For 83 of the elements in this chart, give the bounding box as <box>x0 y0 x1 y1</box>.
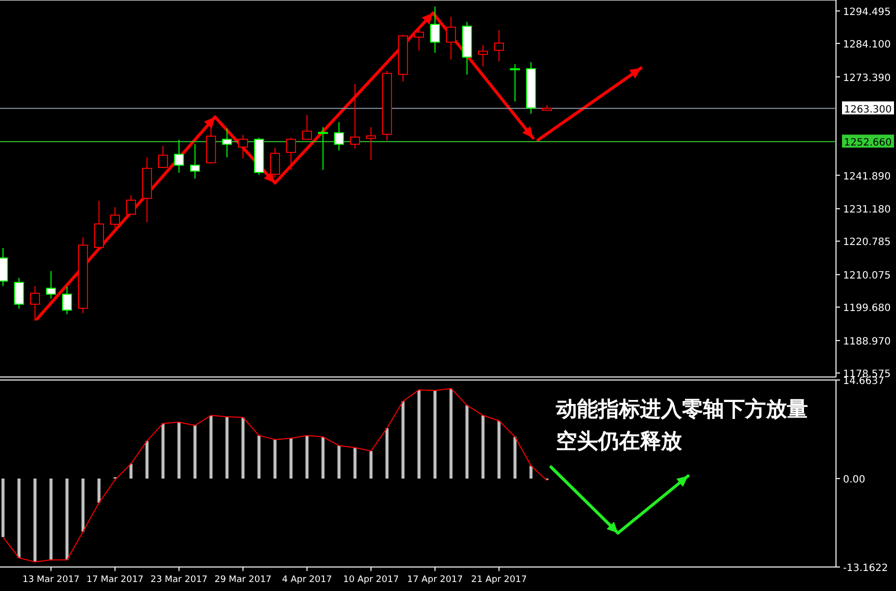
bar <box>434 390 436 479</box>
bar <box>50 478 52 560</box>
candlestick <box>30 286 40 322</box>
candlestick <box>366 126 376 160</box>
candlestick <box>190 143 200 180</box>
candlestick <box>110 206 120 228</box>
bar <box>130 464 132 479</box>
bar <box>290 438 292 479</box>
bar <box>386 428 388 479</box>
bar <box>98 478 100 503</box>
y-tick-label: 1284.100 <box>843 39 891 50</box>
bar <box>242 417 244 479</box>
bar <box>162 423 164 479</box>
bar <box>66 478 68 560</box>
candlestick <box>270 148 280 178</box>
bar <box>418 390 420 479</box>
annotation: 动能指标进入零轴下方放量 <box>555 397 808 421</box>
bar <box>274 440 276 479</box>
bar <box>354 448 356 479</box>
x-tick-label: 13 Mar 2017 <box>22 575 80 585</box>
candlestick <box>446 16 456 60</box>
y-tick-label: 14.6637 <box>843 376 884 387</box>
y-tick-label: -13.1622 <box>843 563 888 574</box>
candlestick <box>414 28 424 52</box>
ref-line-label: 1263.300 <box>844 104 892 116</box>
bar <box>402 401 404 479</box>
y-tick-label: 1199.680 <box>843 303 891 314</box>
bar <box>18 478 20 558</box>
bar <box>178 422 180 479</box>
line-series <box>2 388 548 562</box>
bar <box>306 436 308 479</box>
candlestick <box>478 44 488 68</box>
candlestick <box>430 6 440 54</box>
y-tick-label: 1294.495 <box>843 6 891 18</box>
bar <box>450 388 452 479</box>
y-tick-label: 0.00 <box>843 474 866 486</box>
candlestick <box>302 114 312 140</box>
bar <box>258 436 260 479</box>
bar <box>530 466 532 479</box>
bar <box>514 436 516 479</box>
bar <box>466 405 468 479</box>
candlestick <box>318 126 328 170</box>
annotation: 空头仍在释放 <box>556 429 683 453</box>
bar <box>194 425 196 479</box>
bar <box>146 440 148 479</box>
candlestick <box>46 270 56 300</box>
y-tick-label: 1241.890 <box>843 171 891 182</box>
candlestick <box>286 137 296 170</box>
candlestick <box>510 64 520 102</box>
bar <box>226 416 228 479</box>
x-tick-label: 17 Apr 2017 <box>407 575 463 585</box>
candlestick <box>94 200 104 248</box>
candlestick <box>334 122 344 152</box>
y-tick-label: 1220.785 <box>843 237 891 248</box>
bar <box>322 436 324 479</box>
candlestick <box>494 29 504 62</box>
candlestick <box>238 134 248 159</box>
y-tick-label: 1273.390 <box>843 72 891 84</box>
y-tick-label: 1210.075 <box>843 270 891 282</box>
bar <box>482 415 484 479</box>
x-tick-label: 21 Apr 2017 <box>471 575 527 585</box>
bar <box>370 450 372 479</box>
x-tick-label: 4 Apr 2017 <box>282 575 332 585</box>
candlestick <box>350 84 360 150</box>
ref-line-label: 1252.660 <box>844 138 892 149</box>
candlestick <box>174 139 184 174</box>
bar <box>338 446 340 479</box>
candlestick <box>222 128 232 158</box>
candlestick <box>126 194 136 215</box>
bar <box>34 478 36 562</box>
bar <box>210 415 212 479</box>
x-tick-label: 29 Mar 2017 <box>214 575 272 585</box>
x-tick-label: 10 Apr 2017 <box>343 575 399 585</box>
candlestick <box>158 145 168 168</box>
candlestick <box>62 286 72 315</box>
candlestick <box>14 277 24 310</box>
x-tick-label: 23 Mar 2017 <box>150 575 208 585</box>
bar <box>2 478 4 538</box>
x-tick-label: 17 Mar 2017 <box>86 575 144 585</box>
y-tick-label: 1231.180 <box>843 204 891 216</box>
bar <box>82 478 84 532</box>
bar <box>498 420 500 479</box>
y-tick-label: 1188.970 <box>843 336 891 348</box>
